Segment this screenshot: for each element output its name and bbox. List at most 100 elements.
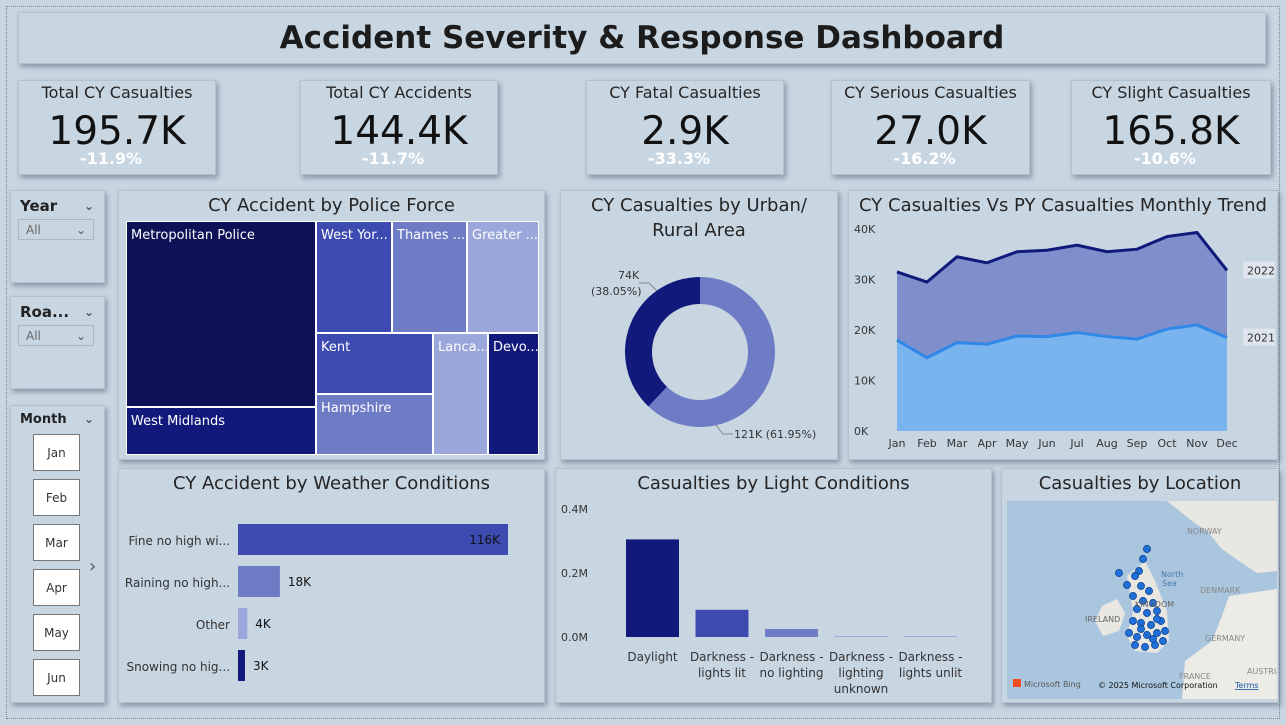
leader-line — [714, 423, 733, 435]
category-label: Daylight — [627, 650, 678, 664]
x-tick-label: Jun — [1037, 437, 1055, 450]
kpi-card-total-casualties[interactable]: Total CY Casualties 195.7K -11.9% — [18, 80, 216, 175]
casualty-point — [1159, 637, 1167, 645]
month-slicer[interactable]: Month ⌄ Jan Feb Mar Apr May Jun › — [10, 405, 105, 703]
treemap-tile[interactable]: Metropolitan Police — [126, 221, 316, 407]
kpi-value: 195.7K — [48, 109, 186, 154]
treemap-tile[interactable]: Thames ... — [392, 221, 467, 333]
casualty-point — [1133, 605, 1141, 613]
light-bar — [904, 636, 957, 637]
road-slicer-label: Roa... — [20, 303, 70, 321]
treemap-tile[interactable]: West Midlands — [126, 407, 316, 455]
data-label: 4K — [255, 617, 272, 631]
place-label: GERMANY — [1205, 634, 1245, 643]
y-tick-label: 0.0M — [561, 631, 588, 644]
kpi-card-total-accidents[interactable]: Total CY Accidents 144.4K -11.7% — [300, 80, 498, 175]
year-slicer[interactable]: Year ⌄ All ⌄ — [10, 190, 105, 283]
place-label: NORWAY — [1187, 527, 1222, 536]
place-label: IRELAND — [1085, 615, 1120, 624]
data-label: 18K — [288, 575, 312, 589]
monthly-trend-card: CY Casualties Vs PY Casualties Monthly T… — [848, 190, 1278, 460]
month-button-mar[interactable]: Mar — [33, 524, 80, 561]
chart-title: CY Casualties by Urban/ Rural Area — [591, 195, 807, 241]
casualty-point — [1125, 629, 1133, 637]
category-label: Snowing no hig... — [126, 660, 230, 674]
light-bar — [695, 609, 749, 637]
treemap-tile[interactable]: West Yor... — [316, 221, 392, 333]
light-bar — [834, 636, 888, 637]
casualty-point — [1129, 617, 1137, 625]
series-line — [896, 230, 1229, 284]
casualty-point — [1137, 582, 1145, 590]
treemap-tile[interactable]: Lanca... — [433, 333, 488, 455]
terms-link[interactable]: Terms — [1234, 681, 1259, 690]
x-tick-label: Nov — [1186, 437, 1208, 450]
treemap-tile[interactable]: Kent — [316, 333, 433, 394]
y-tick-label: 30K — [854, 274, 876, 287]
casualty-point — [1139, 555, 1147, 563]
treemap-tile[interactable]: Devo... — [488, 333, 539, 455]
y-tick-label: 0.2M — [561, 567, 588, 580]
month-button-jun[interactable]: Jun — [33, 659, 80, 696]
category-label: unknown — [834, 682, 889, 696]
place-label: KINGDOM — [1135, 600, 1174, 609]
casualty-point — [1153, 615, 1161, 623]
road-dropdown[interactable]: All ⌄ — [18, 325, 94, 346]
place-label: Sea — [1162, 579, 1177, 588]
x-tick-label: Feb — [917, 437, 936, 450]
treemap-tile[interactable]: Hampshire — [316, 394, 433, 455]
kpi-label: Total CY Accidents — [326, 83, 472, 102]
chevron-down-icon[interactable]: ⌄ — [83, 412, 94, 426]
place-label: FRANCE — [1179, 672, 1211, 681]
chart-title: CY Accident by Weather Conditions — [172, 473, 491, 494]
road-slicer[interactable]: Roa... ⌄ All ⌄ — [10, 296, 105, 389]
donut-slice — [625, 277, 700, 407]
x-tick-label: May — [1006, 437, 1029, 450]
location-map[interactable]: NORWAY North Sea DENMARK IRELAND KINGDOM… — [1007, 501, 1277, 699]
year-dropdown[interactable]: All ⌄ — [18, 219, 94, 240]
treemap-tile[interactable]: Greater ... — [467, 221, 539, 333]
chevron-right-icon[interactable]: › — [89, 556, 97, 577]
casualty-point — [1139, 597, 1147, 605]
kpi-value: 144.4K — [330, 109, 468, 154]
data-label: 116K — [469, 533, 501, 547]
casualty-point — [1129, 592, 1137, 600]
leader-line — [639, 282, 658, 292]
light-bar — [765, 629, 818, 637]
month-button-apr[interactable]: Apr — [33, 569, 80, 606]
data-label: 3K — [253, 659, 270, 673]
weather-card: CY Accident by Weather Conditions Fine n… — [118, 468, 545, 703]
kpi-label: CY Serious Casualties — [844, 83, 1017, 102]
continent-land — [1182, 589, 1277, 699]
weather-bar — [238, 524, 508, 555]
kpi-card-fatal-casualties[interactable]: CY Fatal Casualties 2.9K -33.3% — [586, 80, 784, 175]
chart-title: Casualties by Light Conditions — [637, 473, 910, 494]
chevron-down-icon[interactable]: ⌄ — [83, 199, 94, 213]
place-label: North — [1161, 570, 1183, 579]
series-label: 2022 — [1247, 264, 1275, 277]
month-button-jan[interactable]: Jan — [33, 434, 80, 471]
x-tick-label: Sep — [1127, 437, 1148, 450]
chart-title: Casualties by Location — [1038, 473, 1242, 494]
series-label: 2021 — [1247, 332, 1275, 345]
x-tick-label: Apr — [977, 437, 997, 450]
category-label: lighting — [838, 666, 883, 680]
ireland-land — [1095, 599, 1125, 636]
casualty-point — [1147, 621, 1155, 629]
urban-rural-card: CY Casualties by Urban/ Rural Area 74K (… — [560, 190, 838, 460]
category-label: Fine no high wi... — [129, 534, 231, 548]
casualty-points — [1115, 545, 1169, 651]
chevron-down-icon[interactable]: ⌄ — [83, 305, 94, 319]
casualty-point — [1123, 581, 1131, 589]
x-tick-label: Oct — [1157, 437, 1177, 450]
series-label-bg — [1243, 328, 1275, 346]
category-label: Darkness - — [829, 650, 893, 664]
month-button-may[interactable]: May — [33, 614, 80, 651]
chart-title: CY Casualties Vs PY Casualties Monthly T… — [859, 195, 1267, 216]
scandinavia-land — [1167, 501, 1277, 573]
kpi-card-serious-casualties[interactable]: CY Serious Casualties 27.0K -16.2% — [831, 80, 1030, 175]
weather-bar — [238, 608, 248, 639]
kpi-card-slight-casualties[interactable]: CY Slight Casualties 165.8K -10.6% — [1071, 80, 1271, 175]
area-fill — [897, 324, 1227, 431]
month-button-feb[interactable]: Feb — [33, 479, 80, 516]
